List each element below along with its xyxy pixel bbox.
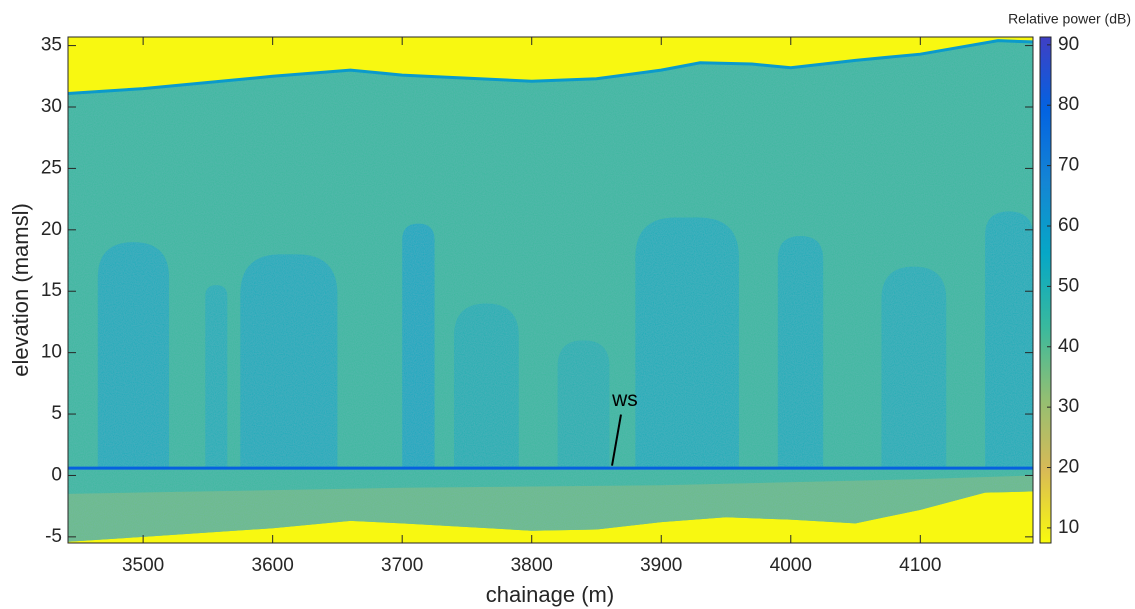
zone (985, 211, 1033, 469)
colorbar-tick-label: 40 (1058, 336, 1079, 357)
y-tick-label: 20 (41, 219, 62, 240)
heatmap (68, 37, 1033, 543)
surface-echo (68, 39, 1033, 95)
body-group (68, 40, 1033, 542)
y-tick-label: 25 (41, 157, 62, 178)
x-tick-label: 3600 (252, 555, 294, 576)
y-tick-label: 30 (41, 96, 62, 117)
annotation: ws (611, 388, 638, 411)
x-tick-label: 3900 (640, 555, 682, 576)
y-tick-label: 35 (41, 35, 62, 56)
colorbar-label: Relative power (dB) (1008, 11, 1131, 27)
colorbar-tick-label: 10 (1058, 517, 1079, 538)
zone (205, 285, 228, 469)
x-tick-label: 3700 (381, 555, 423, 576)
zone (240, 254, 338, 469)
zone (881, 266, 947, 469)
y-tick-label: -5 (45, 526, 62, 547)
annotation-arrow (611, 414, 622, 466)
plot-frame (67, 36, 1034, 544)
zone (635, 217, 739, 469)
x-tick-label: 3500 (122, 555, 164, 576)
colorbar-tick-label: 60 (1058, 215, 1079, 236)
zone (402, 223, 435, 469)
colorbar-tick-label: 90 (1058, 34, 1079, 55)
zone (557, 340, 610, 469)
colorbar-tick-label: 20 (1058, 457, 1079, 478)
y-tick-label: 0 (51, 464, 62, 485)
sediment (68, 475, 1033, 542)
x-tick-label: 4000 (770, 555, 812, 576)
x-axis-label: chainage (m) (486, 582, 614, 607)
y-axis-label: elevation (mamsl) (8, 203, 33, 377)
y-tick-label: 10 (41, 342, 62, 363)
y-tick-label: 15 (41, 280, 62, 301)
colorbar-tick-label: 80 (1058, 94, 1079, 115)
colorbar-tick-label: 70 (1058, 155, 1079, 176)
y-tick-label: 5 (51, 403, 62, 424)
colorbar (1039, 36, 1052, 544)
zone (454, 303, 519, 469)
zone (777, 235, 824, 469)
colorbar-tick-label: 50 (1058, 275, 1079, 296)
zone (97, 242, 170, 469)
colorbar-tick-label: 30 (1058, 396, 1079, 417)
x-tick-label: 4100 (899, 555, 941, 576)
x-tick-label: 3800 (511, 555, 553, 576)
